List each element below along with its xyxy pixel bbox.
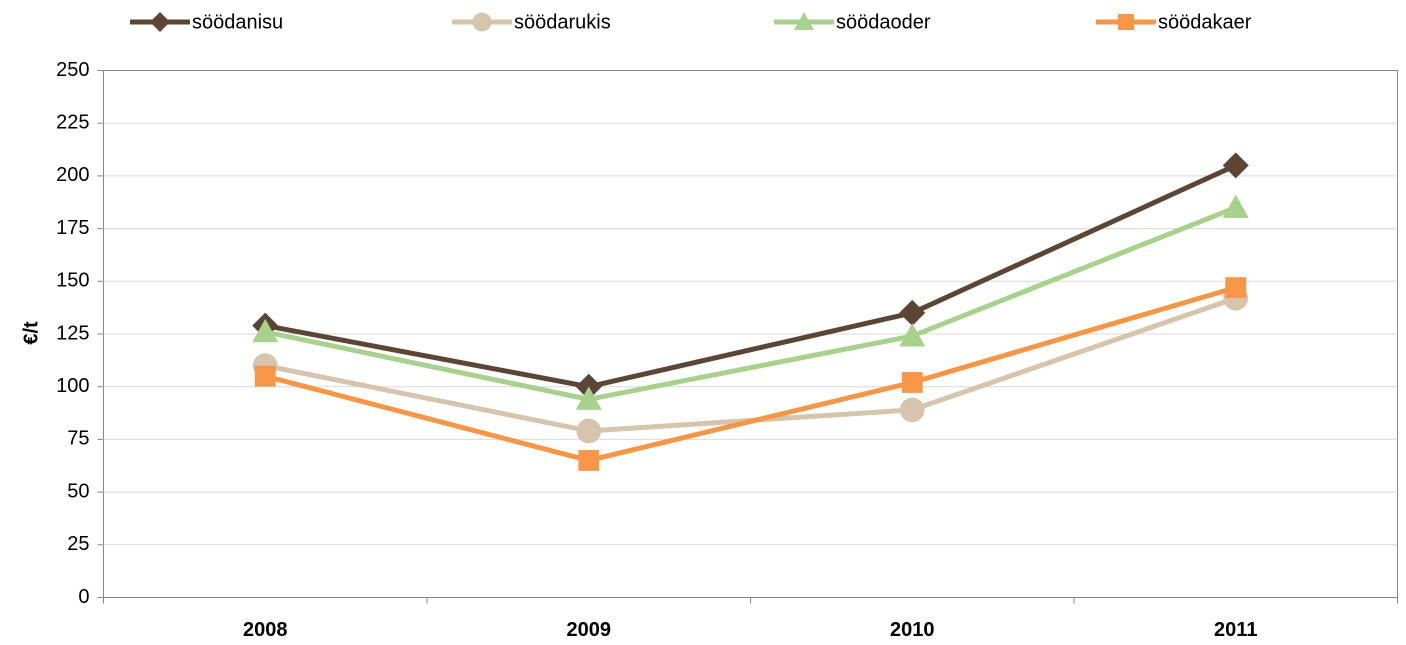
y-tick-label: 225 [56, 111, 89, 133]
marker [252, 318, 279, 343]
marker [899, 323, 926, 347]
y-tick-label: 25 [67, 533, 89, 555]
marker [1118, 14, 1134, 30]
marker [1225, 277, 1247, 299]
legend-label: söödaoder [836, 11, 931, 33]
series-line [264, 285, 1237, 463]
y-tick-label: 125 [56, 322, 89, 344]
legend-label: söödakaer [1158, 11, 1252, 33]
marker [575, 386, 602, 410]
y-axis-label: €/t [20, 321, 42, 345]
x-tick-label: 2009 [567, 619, 612, 641]
series-line [264, 205, 1237, 402]
x-tick-label: 2011 [1214, 619, 1257, 641]
marker [899, 299, 926, 326]
marker [1222, 152, 1249, 179]
marker [1222, 194, 1249, 218]
marker [254, 365, 276, 387]
marker [794, 12, 814, 30]
y-tick-label: 150 [56, 270, 89, 292]
legend-label: söödanisu [192, 11, 283, 33]
y-tick-label: 50 [67, 480, 89, 502]
marker [472, 12, 492, 32]
marker [576, 418, 602, 444]
y-tick-label: 175 [56, 217, 89, 239]
marker [578, 450, 600, 471]
legend-label: söödarukis [514, 11, 611, 33]
marker [150, 12, 170, 32]
y-tick-label: 200 [56, 164, 89, 186]
series-line [264, 163, 1237, 390]
marker [899, 397, 925, 423]
y-tick-label: 250 [56, 59, 89, 81]
x-tick-label: 2010 [890, 619, 935, 641]
marker [901, 372, 923, 393]
y-tick-label: 100 [56, 375, 89, 397]
x-tick-label: 2008 [243, 619, 288, 641]
y-tick-label: 75 [67, 428, 89, 450]
y-tick-label: 0 [78, 586, 89, 608]
